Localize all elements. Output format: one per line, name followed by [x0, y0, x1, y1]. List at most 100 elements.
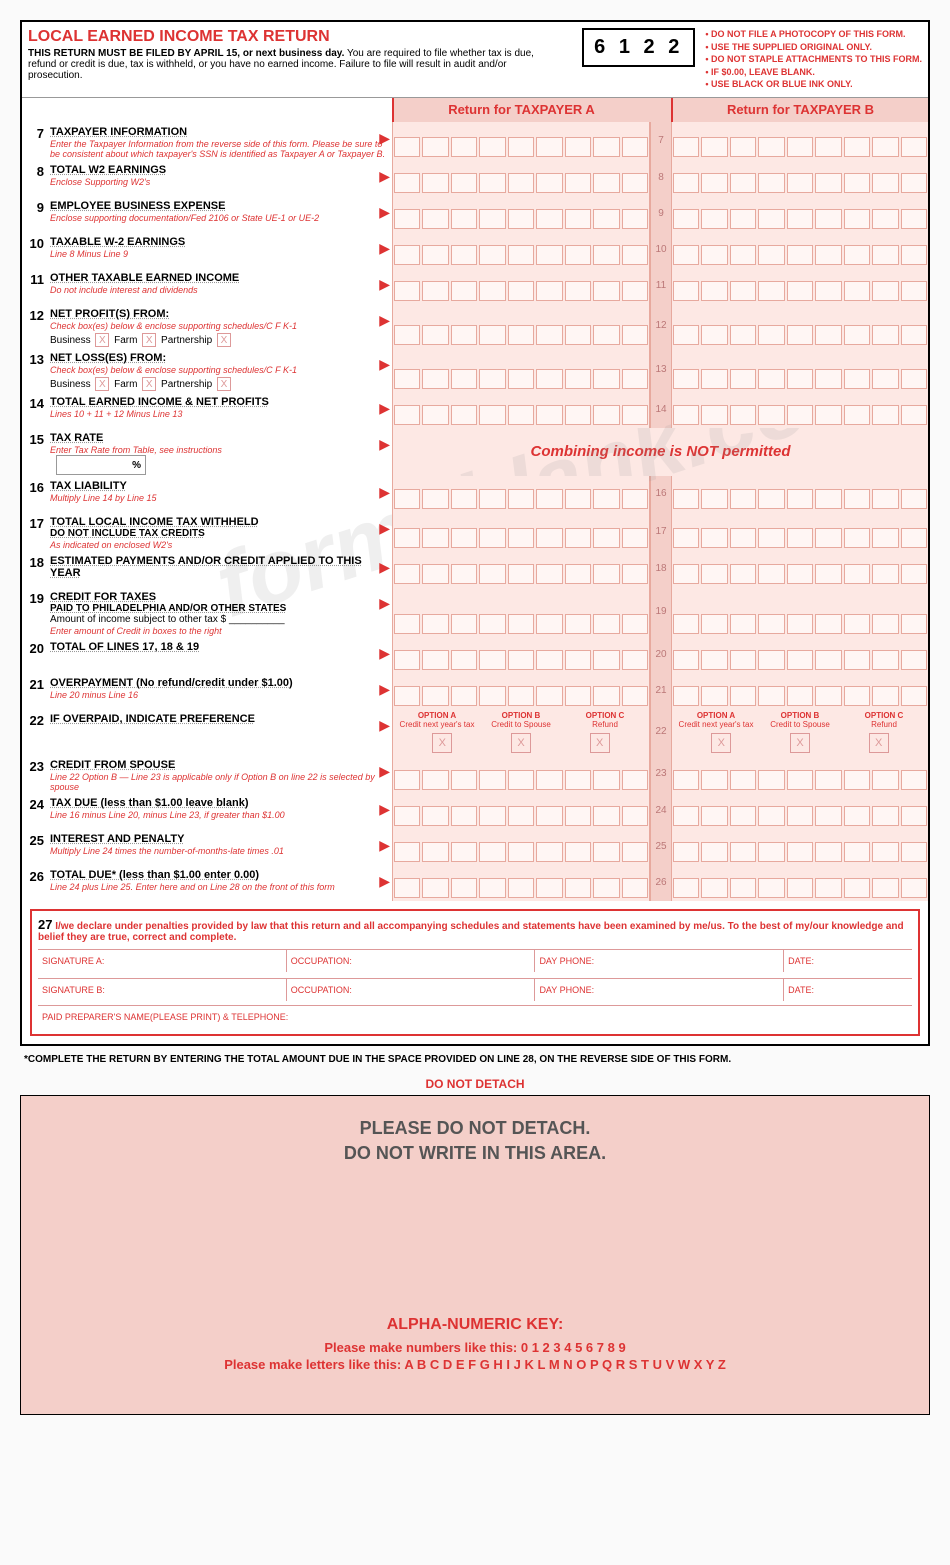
- grid-b[interactable]: [671, 673, 928, 709]
- grid-a[interactable]: [392, 512, 649, 551]
- grid-a[interactable]: [392, 232, 649, 268]
- grid-a[interactable]: [392, 476, 649, 512]
- sig-b-label[interactable]: SIGNATURE B:: [38, 979, 287, 1001]
- grid-b[interactable]: [671, 512, 928, 551]
- grid-a[interactable]: [392, 865, 649, 901]
- phone-a-label[interactable]: DAY PHONE:: [535, 950, 784, 972]
- grid-b[interactable]: [671, 196, 928, 232]
- grid-b[interactable]: [671, 829, 928, 865]
- occ-a-label[interactable]: OCCUPATION:: [287, 950, 536, 972]
- line-11: 11 OTHER TAXABLE EARNED INCOMEDo not incl…: [22, 268, 928, 304]
- column-headers: Return for TAXPAYER A Return for TAXPAYE…: [22, 98, 928, 122]
- date-b-label[interactable]: DATE:: [784, 979, 912, 1001]
- row-num-b: 11: [649, 268, 671, 304]
- line-num: 13: [22, 348, 48, 392]
- grid-a[interactable]: [392, 392, 649, 428]
- line-num: 23: [22, 755, 48, 793]
- line-label: TAXPAYER INFORMATIONEnter the Taxpayer I…: [48, 122, 392, 160]
- col-a-header: Return for TAXPAYER A: [392, 98, 649, 122]
- line-label: TOTAL OF LINES 17, 18 & 19▶: [48, 637, 392, 673]
- opt-a-checkbox[interactable]: X: [711, 733, 731, 753]
- line-num: 7: [22, 122, 48, 160]
- detach-label: DO NOT DETACH: [20, 1077, 930, 1091]
- line-num: 24: [22, 793, 48, 829]
- line-19: 19CREDIT FOR TAXESPAID TO PHILADELPHIA A…: [22, 587, 928, 637]
- line-12: 12NET PROFIT(S) FROM:Check box(es) below…: [22, 304, 928, 348]
- line-label: EMPLOYEE BUSINESS EXPENSEEnclose support…: [48, 196, 392, 232]
- combine-msg: Combining income is NOT permitted: [392, 428, 928, 476]
- grid-a[interactable]: [392, 673, 649, 709]
- opt-a-checkbox[interactable]: X: [432, 733, 452, 753]
- grid-b[interactable]: [671, 160, 928, 196]
- line-num: 20: [22, 637, 48, 673]
- opt-c-checkbox[interactable]: X: [869, 733, 889, 753]
- grid-b[interactable]: [671, 392, 928, 428]
- row-num-b: 17: [649, 512, 671, 551]
- grid-a[interactable]: [392, 793, 649, 829]
- row-num-b: 12: [649, 304, 671, 348]
- grid-a[interactable]: [392, 196, 649, 232]
- sig-a-label[interactable]: SIGNATURE A:: [38, 950, 287, 972]
- row-num-b: 9: [649, 196, 671, 232]
- row-num-b: 7: [649, 122, 671, 160]
- bottom-msg2: DO NOT WRITE IN THIS AREA.: [31, 1141, 919, 1166]
- line-label: ESTIMATED PAYMENTS AND/OR CREDIT APPLIED…: [48, 551, 392, 587]
- line-label: IF OVERPAID, INDICATE PREFERENCE▶: [48, 709, 392, 755]
- grid-a[interactable]: [392, 587, 649, 637]
- line-num: 12: [22, 304, 48, 348]
- line-22: 22IF OVERPAID, INDICATE PREFERENCE▶OPTIO…: [22, 709, 928, 755]
- grid-b[interactable]: [671, 268, 928, 304]
- form-title: LOCAL EARNED INCOME TAX RETURN: [28, 28, 562, 46]
- grid-a[interactable]: [392, 551, 649, 587]
- grid-b[interactable]: [671, 232, 928, 268]
- grid-b[interactable]: [671, 304, 928, 348]
- grid-b[interactable]: [671, 122, 928, 160]
- grid-b[interactable]: [671, 755, 928, 793]
- grid-b[interactable]: [671, 865, 928, 901]
- grid-b[interactable]: [671, 793, 928, 829]
- line-20: 20TOTAL OF LINES 17, 18 & 19▶20: [22, 637, 928, 673]
- bottom-box: PLEASE DO NOT DETACH. DO NOT WRITE IN TH…: [20, 1095, 930, 1415]
- filing-bold: THIS RETURN MUST BE FILED BY APRIL 15, o…: [28, 48, 344, 59]
- grid-a[interactable]: [392, 348, 649, 392]
- occ-b-label[interactable]: OCCUPATION:: [287, 979, 536, 1001]
- line-num: 18: [22, 551, 48, 587]
- grid-b[interactable]: [671, 587, 928, 637]
- line-label: TOTAL LOCAL INCOME TAX WITHHELDDO NOT IN…: [48, 512, 392, 551]
- grid-b[interactable]: [671, 637, 928, 673]
- line-9: 9EMPLOYEE BUSINESS EXPENSEEnclose suppor…: [22, 196, 928, 232]
- line-num: 21: [22, 673, 48, 709]
- line-label: OTHER TAXABLE EARNED INCOMEDo not includ…: [48, 268, 392, 304]
- declaration-text: I/we declare under penalties provided by…: [38, 921, 904, 943]
- opt-b-checkbox[interactable]: X: [511, 733, 531, 753]
- grid-a[interactable]: [392, 829, 649, 865]
- line-num: 14: [22, 392, 48, 428]
- line-label: TOTAL EARNED INCOME & NET PROFITSLines 1…: [48, 392, 392, 428]
- opt-b-checkbox[interactable]: X: [790, 733, 810, 753]
- grid-a[interactable]: [392, 304, 649, 348]
- opt-c-checkbox[interactable]: X: [590, 733, 610, 753]
- line-15: 15TAX RATEEnter Tax Rate from Table, see…: [22, 428, 928, 476]
- phone-b-label[interactable]: DAY PHONE:: [535, 979, 784, 1001]
- date-a-label[interactable]: DATE:: [784, 950, 912, 972]
- line-21: 21OVERPAYMENT (No refund/credit under $1…: [22, 673, 928, 709]
- grid-a[interactable]: [392, 637, 649, 673]
- grid-a[interactable]: [392, 755, 649, 793]
- line-num: 9: [22, 196, 48, 232]
- line-label: TAX LIABILITYMultiply Line 14 by Line 15…: [48, 476, 392, 512]
- row-num-b: 18: [649, 551, 671, 587]
- grid-a[interactable]: [392, 268, 649, 304]
- row-num-b: 8: [649, 160, 671, 196]
- grid-b[interactable]: [671, 476, 928, 512]
- row-num-b: 16: [649, 476, 671, 512]
- grid-a[interactable]: [392, 160, 649, 196]
- grid-a[interactable]: [392, 122, 649, 160]
- line-num: 15: [22, 428, 48, 476]
- preparer-label[interactable]: PAID PREPARER'S NAME(PLEASE PRINT) & TEL…: [38, 1005, 912, 1028]
- bottom-msg1: PLEASE DO NOT DETACH.: [31, 1116, 919, 1141]
- line-13: 13NET LOSS(ES) FROM:Check box(es) below …: [22, 348, 928, 392]
- grid-b[interactable]: [671, 551, 928, 587]
- line-num: 26: [22, 865, 48, 901]
- grid-b[interactable]: [671, 348, 928, 392]
- line-27-num: 27: [38, 917, 52, 932]
